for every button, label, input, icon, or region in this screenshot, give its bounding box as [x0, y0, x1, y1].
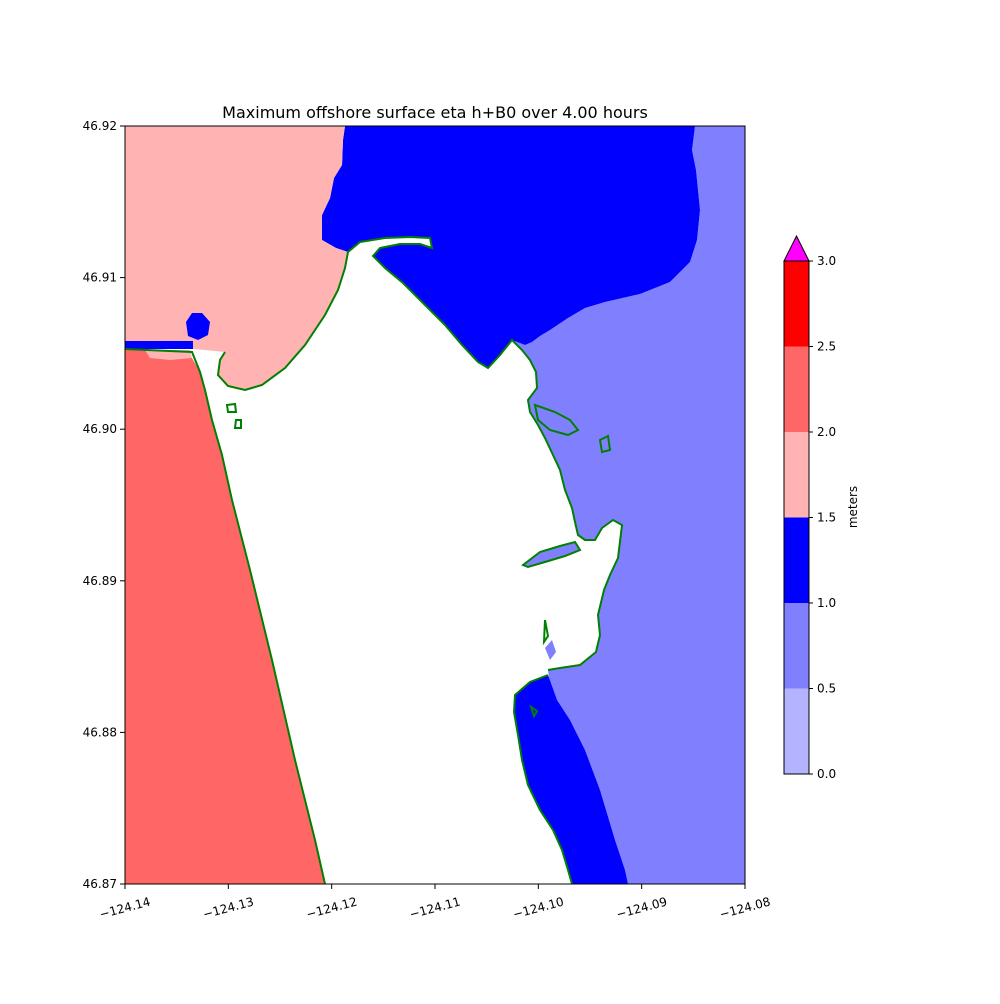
north-bay-region	[322, 126, 700, 368]
shoreline-islet-4	[529, 704, 539, 719]
x-tick-label: −124.13	[201, 895, 255, 922]
colorbar-tick-label: 3.0	[817, 254, 836, 268]
x-axis: −124.14 −124.13 −124.12 −124.11 −124.10 −124.…	[98, 884, 772, 921]
shoreline-inlet	[533, 403, 580, 437]
colorbar-tick-label: 1.0	[817, 596, 836, 610]
southeast-channel-region	[514, 675, 628, 884]
y-tick-label: 46.88	[83, 725, 117, 739]
colorbar-swatch	[784, 688, 809, 774]
x-tick-label: −124.09	[615, 895, 669, 922]
colorbar-swatch	[784, 261, 809, 347]
colorbar-tick-label: 2.5	[817, 340, 836, 354]
north-bay-strip	[125, 341, 193, 349]
colorbar-tick-label: 0.5	[817, 682, 836, 696]
y-tick-label: 46.92	[83, 119, 117, 133]
colorbar-swatch	[784, 603, 809, 689]
y-tick-label: 46.87	[83, 877, 117, 891]
east-bay-inlet	[535, 405, 578, 435]
colorbar-swatch	[784, 346, 809, 432]
y-axis: 46.87 46.88 46.89 46.90 46.91 46.92	[83, 119, 125, 891]
east-bay-islet	[545, 640, 556, 660]
shoreline-islet-1	[225, 402, 238, 413]
colorbar-swatch	[784, 517, 809, 603]
x-tick-label: −124.12	[305, 895, 359, 922]
ocean-west-region	[125, 349, 325, 884]
y-tick-label: 46.90	[83, 422, 117, 436]
colorbar-tick-label: 0.0	[817, 767, 836, 781]
shoreline-west-coast	[125, 348, 326, 884]
x-tick-label: −124.14	[98, 895, 152, 922]
colorbar-tick-label: 2.0	[817, 425, 836, 439]
x-tick-label: −124.08	[718, 895, 772, 922]
east-bay-channel	[523, 542, 580, 567]
colorbar: 0.0 0.5 1.0 1.5 2.0 2.5 3.0	[783, 234, 836, 781]
x-tick-label: −124.10	[511, 895, 565, 922]
shoreline-islet-2	[233, 419, 242, 429]
east-bay-region	[512, 126, 745, 884]
shoreline-south	[512, 674, 573, 884]
shoreline-north-spit	[216, 235, 624, 671]
colorbar-label: meters	[846, 486, 860, 528]
colorbar-swatch	[784, 432, 809, 518]
shoreline-islet-3	[598, 434, 612, 454]
chart-title: Maximum offshore surface eta h+B0 over 4…	[222, 103, 648, 122]
shoreline-contours	[125, 235, 624, 884]
x-tick-label: −124.11	[408, 895, 462, 922]
y-tick-label: 46.89	[83, 574, 117, 588]
map-area	[125, 126, 745, 884]
shoreline-islet-5	[542, 619, 550, 646]
colorbar-extend-arrow	[783, 234, 810, 262]
north-bay-pool	[186, 313, 210, 340]
colorbar-tick-label: 1.5	[817, 511, 836, 525]
y-tick-label: 46.91	[83, 271, 117, 285]
shoreline-channel	[520, 540, 582, 569]
northwest-channel-region	[125, 126, 348, 390]
